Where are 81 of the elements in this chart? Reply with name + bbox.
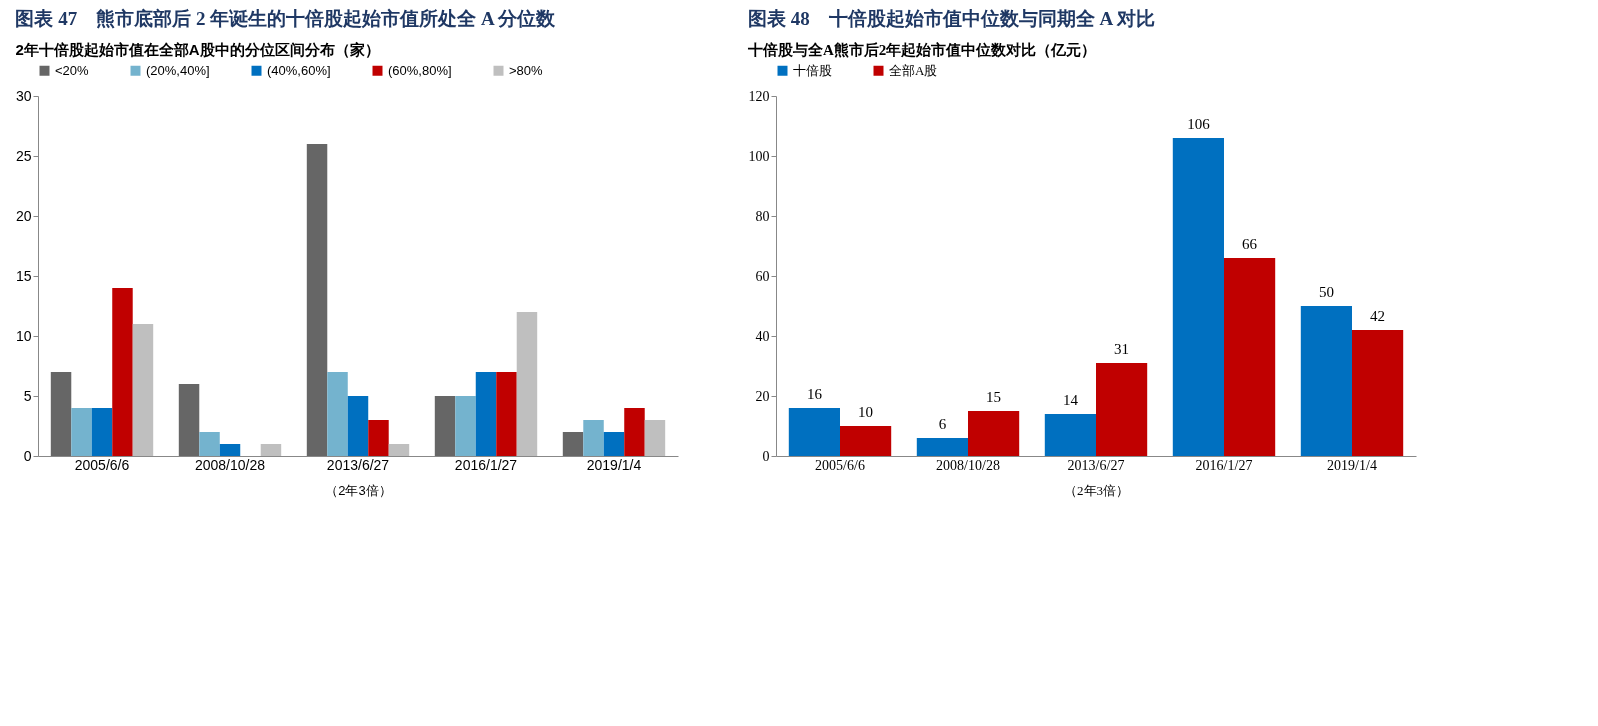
bar — [1224, 258, 1276, 456]
bar — [91, 408, 113, 456]
legend-label: 全部A股 — [889, 62, 938, 78]
bar — [50, 372, 72, 456]
legend-label: 十倍股 — [793, 62, 832, 78]
bar — [347, 396, 369, 456]
x-tick-label: 2008/10/28 — [194, 456, 266, 473]
data-label: 31 — [1114, 341, 1130, 357]
data-label: 6 — [938, 416, 947, 432]
y-tick-label: 10 — [15, 327, 32, 344]
y-tick-label: 0 — [762, 448, 770, 464]
y-tick-label: 25 — [15, 147, 32, 164]
bar — [368, 420, 389, 456]
x-tick-label: 2019/1/4 — [1327, 457, 1377, 473]
bar — [496, 372, 517, 456]
x-tick-label: 2008/10/28 — [936, 457, 1000, 473]
bar — [199, 432, 220, 456]
data-label: 106 — [1187, 116, 1211, 132]
legend-label: (40%,60%] — [267, 62, 331, 78]
x-axis-title: （2年3倍） — [325, 482, 392, 498]
bar — [968, 411, 1020, 456]
data-label: 14 — [1062, 392, 1079, 408]
bar — [178, 384, 200, 456]
x-tick-label: 2005/6/6 — [74, 456, 130, 473]
legend-label: >80% — [509, 62, 544, 78]
bar — [1352, 330, 1404, 456]
x-tick-label: 2013/6/27 — [326, 456, 390, 473]
y-tick-label: 20 — [15, 207, 32, 224]
data-label: 16 — [806, 386, 823, 402]
x-tick-label: 2019/1/4 — [586, 456, 642, 473]
bar — [1096, 363, 1148, 456]
bar — [434, 396, 456, 456]
bar — [1044, 414, 1096, 456]
bar — [132, 324, 154, 456]
chart-subtitle: 2年十倍股起始市值在全部A股中的分位区间分布（家） — [15, 41, 380, 58]
y-tick-label: 0 — [23, 447, 32, 464]
bar — [516, 312, 538, 456]
bar — [260, 444, 282, 456]
bar — [916, 438, 968, 456]
data-label: 10 — [858, 404, 874, 420]
chart-subtitle: 十倍股与全A熊市后2年起始市值中位数对比（亿元） — [747, 41, 1097, 58]
y-tick-label: 5 — [23, 387, 32, 404]
data-label: 50 — [1318, 284, 1334, 300]
y-tick-label: 80 — [755, 208, 770, 224]
legend-label: (60%,80%] — [388, 62, 452, 78]
bar — [1172, 138, 1224, 456]
bar — [112, 288, 133, 456]
x-tick-label: 2016/1/27 — [454, 456, 518, 473]
y-tick-label: 15 — [15, 267, 32, 284]
x-tick-label: 2016/1/27 — [1195, 457, 1253, 473]
data-label: 42 — [1370, 308, 1386, 324]
chart-title: 图表 47 熊市底部后 2 年诞生的十倍股起始市值所处全 A 分位数 — [15, 8, 557, 29]
bar — [71, 408, 92, 456]
x-tick-label: 2013/6/27 — [1067, 457, 1125, 473]
bar — [388, 444, 410, 456]
legend-label: (20%,40%] — [146, 62, 210, 78]
bar — [455, 396, 476, 456]
data-label: 15 — [986, 389, 1002, 405]
data-label: 66 — [1242, 236, 1258, 252]
legend-label: <20% — [55, 62, 90, 78]
bar — [624, 408, 645, 456]
bar — [306, 144, 328, 456]
bar — [562, 432, 584, 456]
bar — [840, 426, 892, 456]
bar — [644, 420, 666, 456]
y-tick-label: 30 — [15, 87, 32, 104]
y-tick-label: 100 — [748, 148, 770, 164]
y-tick-label: 60 — [755, 268, 770, 284]
y-tick-label: 40 — [755, 328, 770, 344]
bar — [475, 372, 497, 456]
bar — [1300, 306, 1352, 456]
x-axis-title: （2年3倍） — [1064, 482, 1129, 498]
bar — [583, 420, 604, 456]
y-tick-label: 20 — [755, 388, 770, 404]
bar — [788, 408, 840, 456]
bar — [327, 372, 348, 456]
bar — [603, 432, 625, 456]
bar — [219, 444, 241, 456]
chart-title: 图表 48 十倍股起始市值中位数与同期全 A 对比 — [748, 8, 1155, 29]
x-tick-label: 2005/6/6 — [815, 457, 865, 473]
y-tick-label: 120 — [748, 88, 770, 104]
